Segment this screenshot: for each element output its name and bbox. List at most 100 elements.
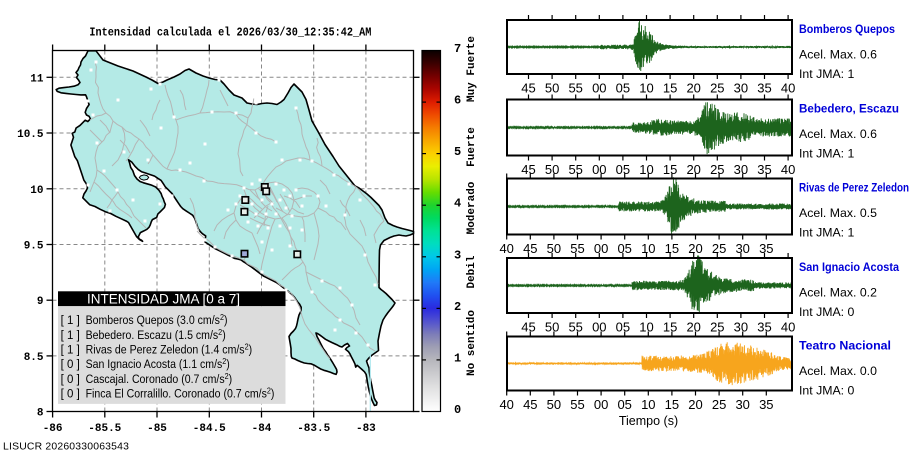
svg-text:35: 35	[757, 319, 771, 334]
svg-text:55: 55	[568, 162, 582, 177]
svg-text:INTENSIDAD JMA [0 a 7]: INTENSIDAD JMA [0 a 7]	[87, 291, 240, 306]
svg-text:50: 50	[547, 397, 561, 412]
svg-text:Bebedero, Escazu: Bebedero, Escazu	[799, 101, 899, 115]
svg-text:30: 30	[735, 241, 749, 256]
svg-text:[ 0 ]: [ 0 ]	[61, 359, 80, 371]
svg-text:-86: -86	[43, 423, 63, 435]
svg-text:Fuerte: Fuerte	[466, 127, 478, 167]
svg-text:Teatro Nacional: Teatro Nacional	[799, 338, 891, 352]
svg-text:Int JMA: 1: Int JMA: 1	[799, 147, 855, 161]
svg-text:05: 05	[616, 319, 630, 334]
svg-text:Finca El Corralillo. Coronado: Finca El Corralillo. Coronado (0.7 cm/s2…	[86, 386, 275, 401]
svg-text:00: 00	[594, 397, 608, 412]
svg-text:00: 00	[594, 241, 608, 256]
svg-text:50: 50	[545, 319, 559, 334]
svg-text:45: 45	[523, 397, 537, 412]
svg-text:40: 40	[781, 162, 795, 177]
svg-text:Acel. Max. 0.6: Acel. Max. 0.6	[799, 127, 877, 141]
svg-text:40: 40	[781, 319, 795, 334]
svg-text:4: 4	[454, 197, 461, 211]
svg-text:Rivas de Perez Zeledon (1.4 cm: Rivas de Perez Zeledon (1.4 cm/s2)	[86, 342, 253, 357]
svg-text:55: 55	[570, 241, 584, 256]
svg-text:05: 05	[617, 241, 631, 256]
svg-text:Tiempo (s): Tiempo (s)	[619, 414, 678, 428]
svg-text:20: 20	[688, 397, 702, 412]
svg-text:35: 35	[757, 80, 771, 95]
svg-text:9: 9	[37, 296, 44, 308]
svg-text:Cascajal. Coronado (0.7 cm/s2): Cascajal. Coronado (0.7 cm/s2)	[86, 371, 233, 386]
svg-text:25: 25	[712, 241, 726, 256]
svg-text:10: 10	[639, 80, 653, 95]
svg-text:55: 55	[568, 80, 582, 95]
svg-text:00: 00	[592, 80, 606, 95]
svg-text:15: 15	[663, 162, 677, 177]
svg-text:2: 2	[454, 300, 461, 314]
svg-text:05: 05	[616, 162, 630, 177]
svg-text:05: 05	[617, 397, 631, 412]
svg-text:30: 30	[735, 397, 749, 412]
svg-text:Bomberos Quepos (3.0 cm/s2): Bomberos Quepos (3.0 cm/s2)	[86, 313, 228, 328]
svg-text:-84: -84	[252, 423, 272, 435]
svg-text:30: 30	[734, 319, 748, 334]
svg-text:20: 20	[686, 80, 700, 95]
svg-text:9.5: 9.5	[24, 241, 44, 253]
svg-text:[ 1 ]: [ 1 ]	[61, 330, 80, 342]
svg-text:10: 10	[641, 397, 655, 412]
svg-text:Rivas de Perez Zeledon: Rivas de Perez Zeledon	[799, 180, 909, 194]
svg-text:10.5: 10.5	[17, 129, 44, 141]
svg-text:Acel. Max. 0.5: Acel. Max. 0.5	[799, 206, 877, 220]
svg-text:15: 15	[663, 319, 677, 334]
svg-text:10: 10	[641, 241, 655, 256]
svg-text:10: 10	[639, 162, 653, 177]
svg-text:05: 05	[616, 80, 630, 95]
svg-text:00: 00	[592, 162, 606, 177]
svg-text:40: 40	[499, 397, 513, 412]
svg-text:0: 0	[454, 403, 461, 417]
svg-text:-83.5: -83.5	[297, 423, 330, 435]
svg-text:20: 20	[688, 241, 702, 256]
svg-text:8.5: 8.5	[24, 352, 44, 364]
svg-text:-85.5: -85.5	[88, 423, 121, 435]
svg-text:[ 0 ]: [ 0 ]	[61, 374, 80, 386]
svg-text:45: 45	[523, 241, 537, 256]
svg-text:10: 10	[30, 185, 43, 197]
svg-text:San Ignacio Acosta: San Ignacio Acosta	[799, 260, 899, 274]
svg-text:45: 45	[521, 319, 535, 334]
svg-text:20: 20	[686, 162, 700, 177]
svg-text:LISUCR 20260330063543: LISUCR 20260330063543	[3, 442, 129, 453]
svg-text:Int JMA: 1: Int JMA: 1	[799, 226, 855, 240]
svg-text:Acel. Max. 0.0: Acel. Max. 0.0	[799, 364, 877, 378]
svg-text:San Ignacio Acosta (1.1 cm/s2): San Ignacio Acosta (1.1 cm/s2)	[86, 357, 230, 372]
svg-text:15: 15	[663, 80, 677, 95]
svg-text:3: 3	[454, 248, 461, 262]
svg-text:55: 55	[570, 397, 584, 412]
svg-text:10: 10	[639, 319, 653, 334]
svg-text:[ 1 ]: [ 1 ]	[61, 315, 80, 327]
svg-text:[ 1 ]: [ 1 ]	[61, 345, 80, 357]
svg-text:35: 35	[759, 241, 773, 256]
svg-text:Muy Fuerte: Muy Fuerte	[466, 36, 478, 102]
svg-text:Bebedero. Escazu (1.5 cm/s2): Bebedero. Escazu (1.5 cm/s2)	[86, 327, 226, 342]
svg-text:55: 55	[568, 319, 582, 334]
svg-text:1: 1	[454, 351, 461, 365]
svg-text:20: 20	[686, 319, 700, 334]
svg-text:25: 25	[712, 397, 726, 412]
svg-text:7: 7	[454, 42, 461, 56]
svg-text:30: 30	[734, 162, 748, 177]
svg-text:-84.5: -84.5	[193, 423, 226, 435]
svg-text:00: 00	[592, 319, 606, 334]
svg-text:Bomberos Quepos: Bomberos Quepos	[799, 22, 895, 36]
svg-text:Debil: Debil	[466, 255, 478, 288]
svg-text:Acel. Max. 0.2: Acel. Max. 0.2	[799, 286, 877, 300]
svg-text:Acel. Max. 0.6: Acel. Max. 0.6	[799, 48, 877, 62]
svg-text:5: 5	[454, 145, 461, 159]
svg-text:8: 8	[37, 408, 44, 420]
svg-text:25: 25	[710, 319, 724, 334]
svg-text:Int JMA: 1: Int JMA: 1	[799, 67, 855, 81]
svg-text:-85: -85	[147, 423, 167, 435]
svg-text:35: 35	[759, 397, 773, 412]
svg-text:40: 40	[499, 241, 513, 256]
svg-text:15: 15	[665, 241, 679, 256]
svg-text:35: 35	[757, 162, 771, 177]
svg-text:40: 40	[781, 80, 795, 95]
